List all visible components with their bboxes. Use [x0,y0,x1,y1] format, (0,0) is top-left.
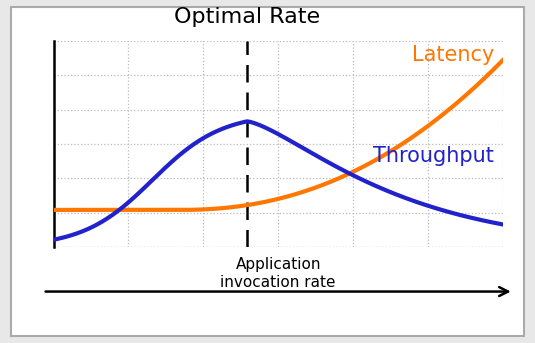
Text: Application
invocation rate: Application invocation rate [220,258,336,290]
Text: Latency: Latency [411,45,494,65]
Text: Throughput: Throughput [373,146,494,166]
Text: Optimal Rate: Optimal Rate [174,8,320,27]
